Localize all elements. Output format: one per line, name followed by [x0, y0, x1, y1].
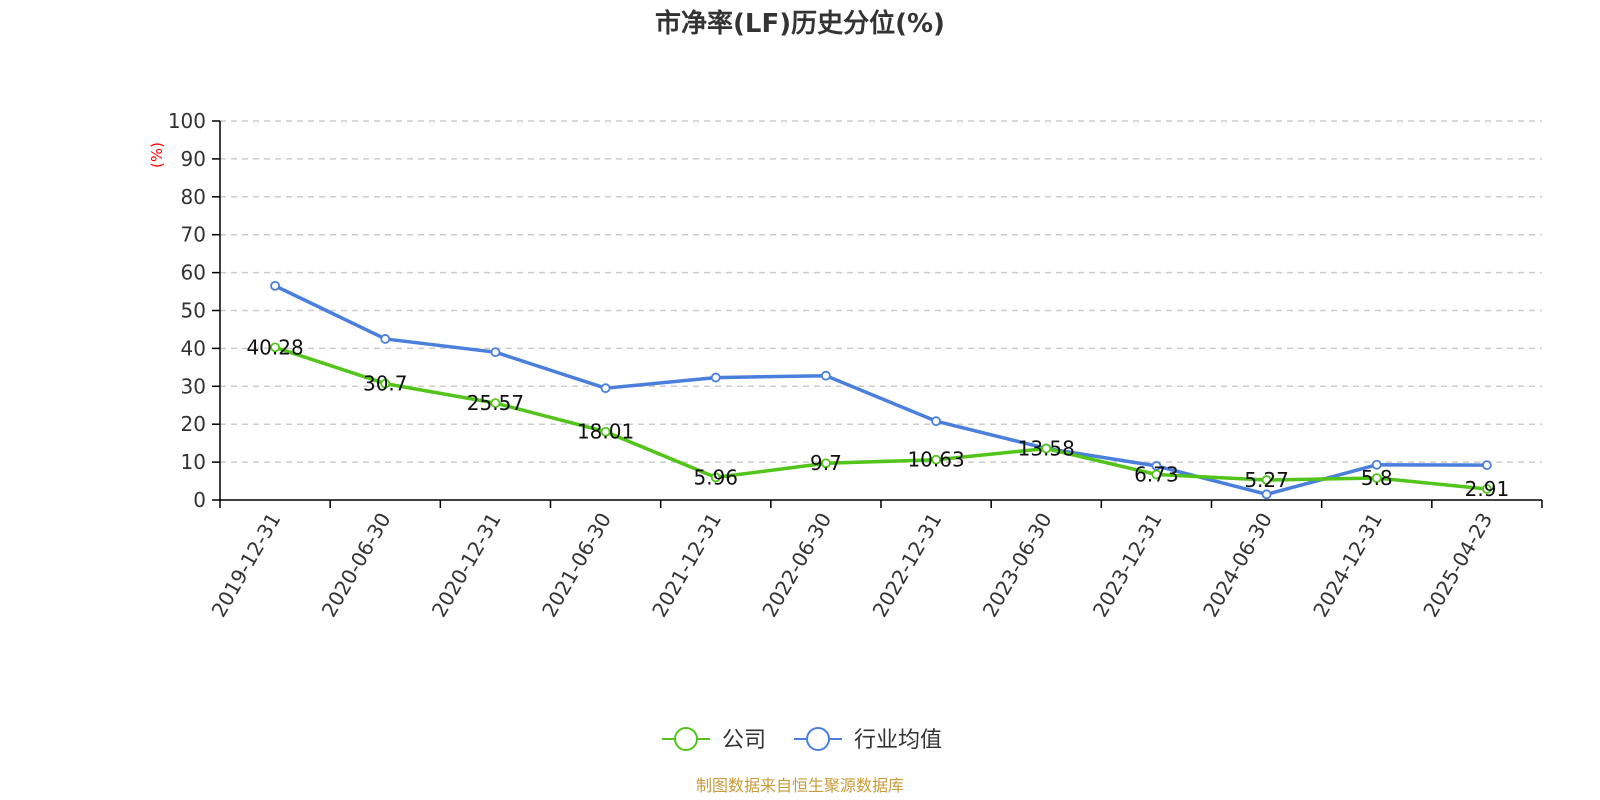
x-tick-label: 2022-06-30	[757, 509, 836, 622]
data-point[interactable]	[270, 342, 280, 353]
data-labels: 40.28 30.7 25.57 18.01 5.96 9.7 10.63 13.58 6.73…	[246, 335, 1509, 501]
series-line	[274, 284, 1487, 497]
data-label: 18.01	[577, 420, 634, 444]
data-label: 25.57	[467, 391, 524, 415]
chart-title: 市净率(LF)历史分位(%)	[655, 8, 945, 39]
x-tick-label: 2023-12-31	[1088, 509, 1167, 622]
legend-marker[interactable]	[674, 727, 698, 751]
data-point[interactable]	[490, 347, 501, 358]
axes	[212, 120, 1543, 508]
data-label: 6.73	[1134, 462, 1179, 486]
y-tick-label: 0	[193, 488, 206, 512]
data-label: 9.7	[810, 451, 842, 475]
data-point[interactable]	[380, 378, 391, 389]
x-tick-label: 2020-12-31	[427, 508, 506, 621]
data-point[interactable]	[931, 454, 941, 465]
source-note: 制图数据来自恒生聚源数据库	[696, 776, 904, 795]
data-point[interactable]	[1371, 473, 1382, 483]
y-tick-label: 100	[168, 109, 206, 133]
x-tick-label: 2021-12-31	[647, 509, 726, 622]
data-point[interactable]	[600, 383, 611, 394]
data-point[interactable]	[1482, 460, 1492, 471]
y-tick-label: 70	[181, 223, 206, 247]
y-tick-label: 20	[181, 412, 206, 436]
data-point[interactable]	[600, 426, 611, 437]
data-label: 30.7	[363, 372, 408, 396]
y-tick-label: 80	[181, 185, 206, 209]
x-tick-label: 2024-06-30	[1198, 509, 1277, 622]
y-tick-label: 50	[181, 299, 206, 323]
y-tick-labels: 0 10 20 30 40 50 60 70 80 90 100	[168, 109, 206, 512]
series-lines	[270, 280, 1492, 500]
x-tick-labels: 2019-12-31 2020-06-30 2020-12-31 2021-06-30…	[207, 508, 1498, 621]
y-axis-unit-label: (%)	[148, 142, 166, 168]
y-tick-label: 30	[181, 374, 206, 398]
data-point[interactable]	[490, 398, 501, 408]
data-label: 40.28	[246, 335, 303, 359]
data-point[interactable]	[931, 416, 941, 427]
series-line	[274, 345, 1488, 491]
data-point[interactable]	[270, 280, 280, 291]
data-point[interactable]	[710, 372, 721, 383]
y-tick-label: 10	[181, 450, 206, 474]
data-label: 10.63	[907, 448, 964, 472]
x-tick-label: 2025-04-23	[1418, 509, 1497, 622]
data-label: 5.27	[1244, 468, 1289, 492]
data-point[interactable]	[1261, 489, 1272, 500]
data-label: 13.58	[1018, 437, 1075, 461]
data-point[interactable]	[1482, 484, 1492, 494]
data-point[interactable]	[380, 334, 391, 344]
data-label: 5.8	[1361, 466, 1393, 490]
legend[interactable]: 公司 行业均值	[662, 727, 942, 753]
data-point[interactable]	[710, 472, 721, 483]
x-tick-label: 2024-12-31	[1308, 509, 1387, 622]
data-label: 2.91	[1465, 477, 1510, 501]
legend-marker[interactable]	[806, 727, 831, 751]
data-point[interactable]	[1041, 443, 1052, 454]
x-tick-label: 2020-06-30	[317, 509, 396, 622]
y-tick-label: 60	[181, 261, 206, 285]
data-point[interactable]	[821, 458, 831, 469]
x-tick-label: 2022-12-31	[868, 508, 947, 621]
grid-lines	[220, 120, 1542, 463]
y-tick-label: 40	[181, 336, 206, 360]
data-point[interactable]	[1151, 469, 1162, 480]
legend-label[interactable]: 公司	[722, 728, 766, 753]
x-tick-label: 2019-12-31	[207, 509, 286, 622]
data-label: 5.96	[693, 465, 738, 489]
data-point[interactable]	[1261, 475, 1272, 485]
legend-label[interactable]: 行业均值	[854, 728, 942, 753]
data-point[interactable]	[821, 370, 831, 381]
y-tick-label: 90	[181, 147, 206, 171]
data-point[interactable]	[1371, 459, 1382, 470]
x-tick-label: 2023-06-30	[978, 509, 1057, 622]
x-tick-label: 2021-06-30	[537, 509, 616, 622]
